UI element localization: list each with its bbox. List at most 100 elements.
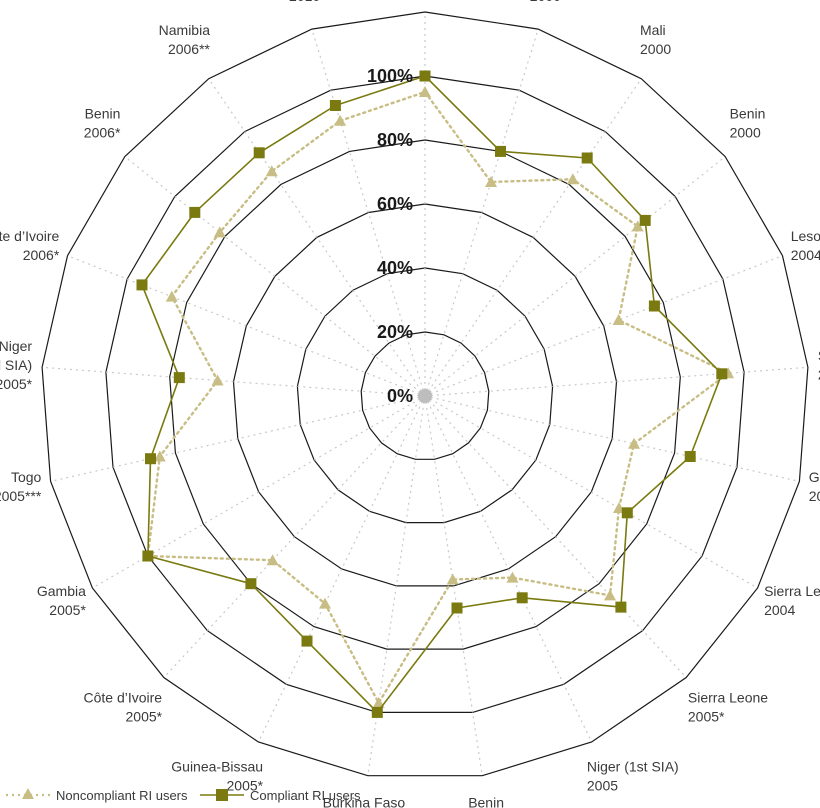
legend: Noncompliant RI users Compliant RI users bbox=[6, 788, 361, 803]
spoke-13 bbox=[163, 395, 426, 678]
series-1 bbox=[136, 70, 728, 718]
spoke-1 bbox=[424, 28, 539, 397]
point-square-11 bbox=[371, 706, 383, 718]
point-square-12 bbox=[301, 635, 313, 647]
grid-ring-100 bbox=[105, 75, 745, 714]
category-label-6: Guinea2004* bbox=[809, 469, 820, 504]
grid-ring-40 bbox=[296, 267, 554, 524]
r-tick-4: 80% bbox=[377, 130, 413, 150]
spoke-5 bbox=[424, 366, 808, 397]
category-label-10: Benin2005* bbox=[468, 794, 505, 808]
spoke-9 bbox=[424, 395, 593, 743]
point-triangle-1 bbox=[485, 176, 497, 187]
r-tick-2: 40% bbox=[377, 258, 413, 278]
r-tick-3: 60% bbox=[377, 194, 413, 214]
series-layer bbox=[136, 70, 735, 718]
series-0 bbox=[141, 86, 735, 708]
point-triangle-10 bbox=[446, 573, 459, 585]
point-square-7 bbox=[621, 507, 633, 519]
category-label-2: Mali 2000 bbox=[640, 22, 671, 57]
spoke-8 bbox=[424, 395, 687, 678]
point-square-8 bbox=[615, 601, 627, 613]
category-label-14: Gambia 2005* bbox=[37, 583, 87, 618]
point-triangle-19 bbox=[265, 165, 278, 177]
series-line-1 bbox=[141, 75, 723, 714]
legend-item-noncompliant: Noncompliant RI users bbox=[6, 788, 188, 803]
category-label-18: Benin 2006* bbox=[84, 105, 121, 140]
point-square-18 bbox=[189, 206, 201, 218]
point-triangle-15 bbox=[153, 450, 166, 462]
category-label-8: Sierra Leone 2005* bbox=[688, 690, 768, 725]
point-square-15 bbox=[145, 453, 156, 465]
radar-grid bbox=[41, 11, 809, 777]
point-square-10 bbox=[451, 602, 463, 614]
point-triangle-2 bbox=[566, 173, 579, 185]
r-tick-5: 100% bbox=[367, 66, 413, 86]
legend-label-compliant: Compliant RI users bbox=[250, 788, 361, 803]
category-label-7: Sierra Leone2004 bbox=[764, 583, 820, 618]
r-tick-0: 0% bbox=[387, 386, 413, 406]
point-triangle-12 bbox=[319, 597, 331, 609]
radial-tick-labels: 0% 20% 40% 60% 80% 100% bbox=[367, 66, 413, 406]
point-triangle-8 bbox=[604, 589, 616, 601]
legend-item-compliant: Compliant RI users bbox=[200, 788, 361, 803]
category-label-11: Burkina Faso2005* bbox=[323, 794, 406, 808]
spoke-20 bbox=[311, 28, 426, 397]
spoke-6 bbox=[424, 395, 800, 482]
point-triangle-9 bbox=[506, 571, 519, 583]
category-label-19: Namibia 2006** bbox=[159, 22, 211, 57]
spoke-18 bbox=[124, 156, 426, 397]
category-label-20: (Kassena-Nankana district)2010 bbox=[151, 0, 320, 4]
category-label-12: Guinea-Bissau 2005* bbox=[171, 758, 263, 793]
point-square-9 bbox=[516, 592, 528, 604]
point-triangle-4 bbox=[612, 314, 625, 325]
point-square-19 bbox=[253, 147, 265, 159]
point-square-1 bbox=[495, 145, 506, 157]
legend-label-noncompliant: Noncompliant RI users bbox=[56, 788, 188, 803]
point-square-13 bbox=[245, 578, 257, 590]
category-label-16: Niger(2nd SIA)2005* bbox=[0, 338, 33, 392]
point-triangle-6 bbox=[628, 437, 640, 449]
point-triangle-16 bbox=[211, 374, 224, 386]
spoke-10 bbox=[424, 395, 483, 776]
center-dot bbox=[418, 389, 432, 403]
point-triangle-20 bbox=[334, 114, 347, 126]
point-triangle-11 bbox=[372, 696, 385, 708]
grid-ring-outer bbox=[41, 11, 809, 777]
spoke-2 bbox=[424, 78, 642, 397]
category-label-3: Benin 2000 bbox=[730, 105, 766, 140]
spoke-15 bbox=[50, 395, 426, 482]
point-triangle-13 bbox=[266, 554, 279, 566]
category-label-4: Lesotho2004 bbox=[791, 228, 820, 263]
point-triangle-0 bbox=[419, 86, 431, 97]
spoke-16 bbox=[42, 366, 426, 397]
point-square-2 bbox=[581, 152, 593, 164]
point-square-20 bbox=[329, 100, 341, 111]
category-label-9: Niger (1st SIA) 2005 bbox=[587, 758, 679, 793]
point-triangle-3 bbox=[631, 220, 644, 232]
point-square-5 bbox=[716, 368, 728, 380]
point-square-4 bbox=[648, 300, 660, 312]
spoke-14 bbox=[92, 395, 426, 589]
grid-ring-20 bbox=[360, 331, 490, 460]
category-label-15: Togo2005*** bbox=[0, 469, 42, 504]
point-square-0 bbox=[419, 70, 431, 82]
point-square-16 bbox=[173, 372, 185, 384]
point-triangle-18 bbox=[213, 226, 226, 238]
point-square-14 bbox=[142, 550, 154, 562]
spoke-7 bbox=[424, 395, 758, 589]
spoke-17 bbox=[67, 255, 426, 397]
category-label-1: Namibia2000*** bbox=[530, 0, 582, 4]
spoke-19 bbox=[208, 78, 426, 397]
category-label-13: Côte d’Ivoire 2005* bbox=[84, 690, 163, 725]
category-label-5: Senegal2004 bbox=[818, 347, 820, 382]
legend-marker-square bbox=[216, 789, 228, 801]
r-tick-1: 20% bbox=[377, 322, 413, 342]
point-square-3 bbox=[639, 214, 651, 226]
spoke-12 bbox=[257, 395, 426, 743]
spoke-3 bbox=[424, 156, 726, 397]
spoke-4 bbox=[424, 255, 783, 397]
